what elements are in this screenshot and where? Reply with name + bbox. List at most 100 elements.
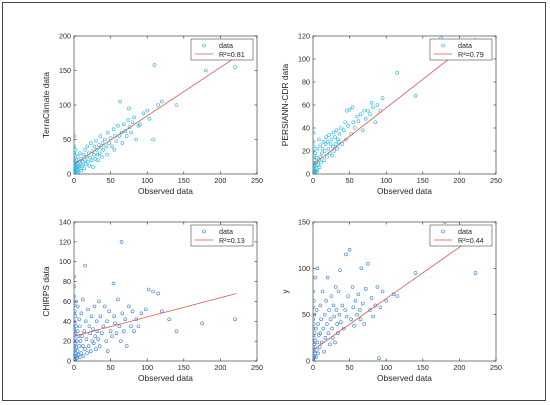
data-point bbox=[116, 297, 120, 302]
data-point bbox=[313, 357, 315, 361]
x-tick-label: 250 bbox=[251, 363, 263, 372]
data-point bbox=[74, 152, 77, 157]
data-point bbox=[74, 319, 76, 324]
data-point bbox=[74, 354, 78, 358]
data-point bbox=[167, 317, 171, 322]
data-point bbox=[74, 284, 76, 289]
data-point bbox=[89, 349, 93, 353]
y-tick-label: 80 bbox=[63, 277, 71, 286]
data-point bbox=[341, 128, 346, 133]
data-point bbox=[319, 317, 323, 322]
data-point bbox=[313, 340, 315, 345]
data-point bbox=[75, 339, 79, 343]
x-tick-label: 0 bbox=[72, 176, 76, 185]
data-point bbox=[336, 140, 341, 144]
y-tick-label: 200 bbox=[59, 32, 71, 41]
data-point bbox=[313, 151, 317, 156]
data-point bbox=[350, 285, 355, 289]
data-point bbox=[321, 140, 326, 144]
data-point bbox=[124, 344, 129, 348]
data-point bbox=[325, 322, 329, 326]
y-tick-label: 60 bbox=[63, 297, 71, 306]
data-point bbox=[121, 122, 126, 127]
data-point bbox=[359, 266, 364, 271]
fit-line bbox=[74, 56, 237, 165]
data-point bbox=[119, 339, 123, 343]
x-axis-label: Observed data bbox=[377, 186, 432, 196]
data-point bbox=[74, 331, 78, 335]
data-point bbox=[363, 286, 368, 291]
data-point bbox=[322, 312, 327, 317]
y-tick-label: 0 bbox=[67, 170, 71, 179]
x-tick-label: 0 bbox=[311, 176, 315, 185]
data-point bbox=[145, 108, 149, 113]
data-point bbox=[80, 163, 84, 168]
data-point bbox=[313, 356, 316, 361]
data-point bbox=[110, 144, 114, 149]
data-point bbox=[74, 158, 78, 162]
data-point bbox=[74, 337, 77, 341]
data-point bbox=[333, 340, 337, 345]
data-point bbox=[344, 137, 348, 142]
data-point bbox=[356, 119, 361, 123]
data-point bbox=[349, 317, 353, 322]
data-point bbox=[325, 140, 330, 144]
data-point bbox=[344, 314, 349, 319]
data-point bbox=[313, 336, 316, 340]
data-point bbox=[313, 156, 315, 160]
data-point bbox=[333, 142, 338, 146]
data-point bbox=[330, 144, 335, 149]
data-point bbox=[203, 68, 208, 73]
data-point bbox=[136, 324, 141, 329]
data-point bbox=[328, 142, 333, 146]
data-point bbox=[313, 312, 317, 317]
data-point bbox=[360, 301, 365, 306]
data-point bbox=[80, 297, 85, 302]
x-tick-label: 50 bbox=[107, 363, 115, 372]
data-point bbox=[127, 125, 132, 129]
y-tick-label: 150 bbox=[59, 66, 71, 75]
data-point bbox=[102, 304, 107, 309]
x-tick-label: 0 bbox=[72, 363, 76, 372]
y-tick-label: 0 bbox=[306, 357, 310, 366]
data-point bbox=[313, 333, 315, 337]
legend-box bbox=[190, 38, 254, 61]
data-point bbox=[76, 170, 81, 174]
legend-marker bbox=[202, 229, 206, 234]
data-point bbox=[119, 130, 124, 135]
y-tick-label: 80 bbox=[302, 78, 310, 87]
data-point bbox=[395, 294, 399, 298]
x-tick-label: 250 bbox=[251, 176, 263, 185]
x-tick-label: 250 bbox=[490, 363, 502, 372]
data-point bbox=[339, 126, 343, 130]
data-point bbox=[380, 96, 385, 100]
data-point bbox=[326, 331, 331, 336]
legend-label-fit: R²=0.79 bbox=[458, 50, 484, 59]
data-point bbox=[100, 331, 104, 336]
legend-marker bbox=[441, 43, 445, 48]
data-point bbox=[233, 65, 237, 69]
data-point bbox=[104, 339, 109, 343]
data-point bbox=[334, 308, 339, 312]
data-point bbox=[174, 103, 179, 107]
data-point bbox=[360, 128, 365, 133]
data-point bbox=[74, 294, 76, 299]
data-point bbox=[318, 154, 323, 159]
data-point bbox=[340, 142, 345, 146]
data-point bbox=[105, 319, 109, 324]
data-point bbox=[132, 329, 136, 334]
data-point bbox=[107, 309, 111, 314]
data-point bbox=[341, 326, 346, 331]
data-point bbox=[146, 287, 151, 292]
data-point bbox=[81, 152, 86, 157]
data-point bbox=[384, 298, 389, 303]
data-point bbox=[352, 126, 357, 130]
data-point bbox=[98, 134, 103, 138]
data-point bbox=[339, 320, 343, 324]
data-point bbox=[141, 111, 146, 116]
data-point bbox=[94, 347, 98, 351]
data-point bbox=[315, 340, 320, 345]
data-point bbox=[322, 158, 326, 162]
data-point bbox=[126, 118, 130, 122]
data-point bbox=[96, 158, 100, 162]
